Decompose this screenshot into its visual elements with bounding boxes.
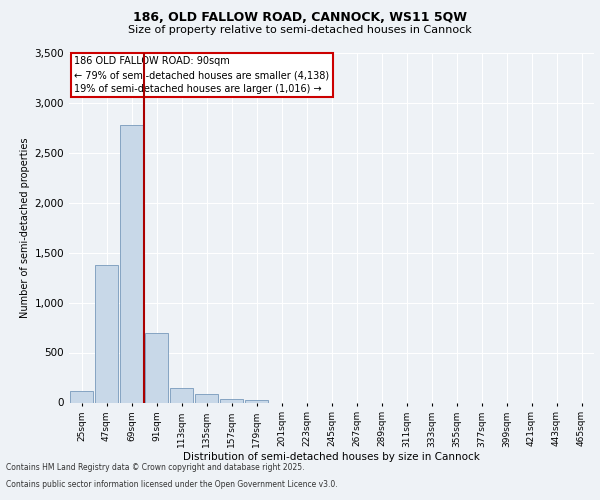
Bar	[245, 400, 268, 402]
Text: 186, OLD FALLOW ROAD, CANNOCK, WS11 5QW: 186, OLD FALLOW ROAD, CANNOCK, WS11 5QW	[133, 11, 467, 24]
Text: Size of property relative to semi-detached houses in Cannock: Size of property relative to semi-detach…	[128, 25, 472, 35]
Text: Contains public sector information licensed under the Open Government Licence v3: Contains public sector information licen…	[6, 480, 338, 489]
Bar	[120, 124, 143, 402]
Bar	[145, 332, 168, 402]
Text: Contains HM Land Registry data © Crown copyright and database right 2025.: Contains HM Land Registry data © Crown c…	[6, 464, 305, 472]
Bar	[170, 388, 193, 402]
Bar	[195, 394, 218, 402]
Text: 186 OLD FALLOW ROAD: 90sqm
← 79% of semi-detached houses are smaller (4,138)
19%: 186 OLD FALLOW ROAD: 90sqm ← 79% of semi…	[74, 56, 329, 94]
X-axis label: Distribution of semi-detached houses by size in Cannock: Distribution of semi-detached houses by …	[183, 452, 480, 462]
Bar	[95, 264, 118, 402]
Bar	[220, 398, 243, 402]
Bar	[70, 390, 93, 402]
Y-axis label: Number of semi-detached properties: Number of semi-detached properties	[20, 137, 31, 318]
